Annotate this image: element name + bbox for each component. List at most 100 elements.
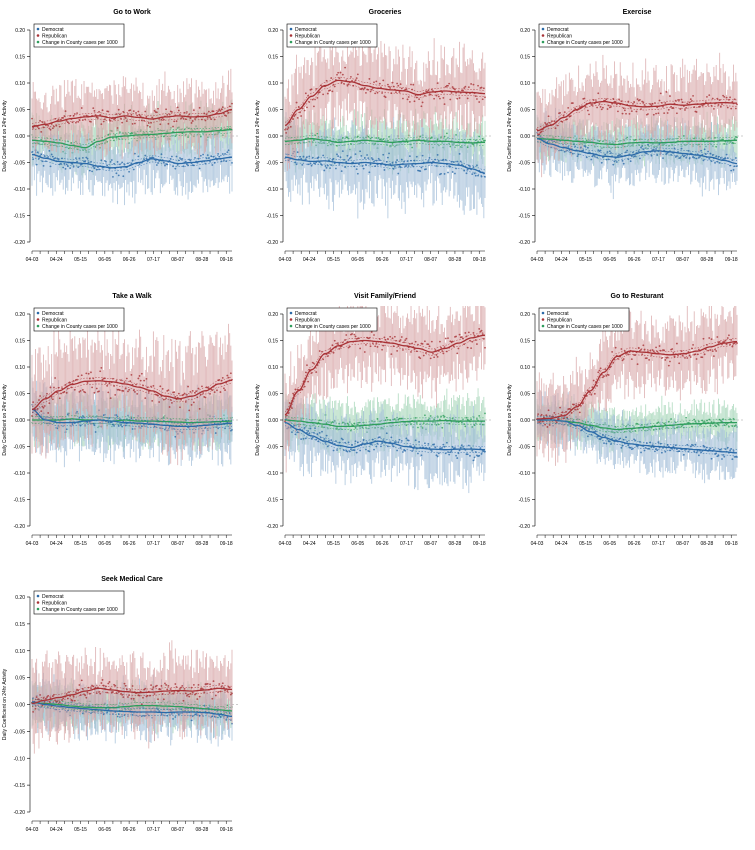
data-point <box>466 97 469 100</box>
data-point <box>115 414 118 416</box>
trend-line-democrat <box>32 153 232 169</box>
data-point <box>614 100 617 103</box>
data-point <box>391 81 394 84</box>
data-point <box>32 126 35 129</box>
legend-label-cases: Change in County cases per 1000 <box>547 40 623 46</box>
data-point <box>72 379 75 382</box>
data-point <box>143 379 146 382</box>
data-point <box>460 421 463 424</box>
data-point <box>57 118 60 121</box>
y-tick-label: -0.20 <box>519 240 531 246</box>
data-point <box>118 113 121 116</box>
y-tick-label: 0.05 <box>268 108 278 114</box>
data-point <box>689 98 692 101</box>
data-point <box>190 404 193 406</box>
data-point <box>669 95 671 97</box>
data-point <box>347 83 350 86</box>
data-point <box>423 414 426 417</box>
series-republican <box>536 52 738 178</box>
data-point <box>32 401 35 404</box>
data-point <box>450 91 453 94</box>
data-point <box>632 151 634 154</box>
y-tick-label: 0.20 <box>268 28 278 34</box>
data-point <box>726 106 729 109</box>
data-point <box>135 383 137 386</box>
data-point <box>122 175 125 178</box>
trend-ci-upper <box>31 405 232 424</box>
chart-panel-4: Take a Walk -0.20 -0.15 -0.10 -0.05 0.00 0.05 0… <box>2 293 240 547</box>
data-point <box>449 145 452 148</box>
data-point <box>684 109 686 111</box>
data-point <box>373 160 375 163</box>
data-point <box>122 110 125 113</box>
trend-ci-upper <box>31 106 233 124</box>
data-point <box>369 163 372 166</box>
data-point <box>455 167 457 170</box>
x-tick-label: 04-03 <box>26 541 39 547</box>
data-point <box>107 421 110 424</box>
y-tick-label: -0.05 <box>14 161 26 167</box>
data-point <box>382 153 385 156</box>
data-point <box>177 109 180 112</box>
data-point <box>478 415 481 417</box>
data-point <box>353 165 356 168</box>
data-point <box>192 401 195 404</box>
data-point <box>139 115 142 118</box>
data-point <box>40 138 43 141</box>
data-point <box>124 387 127 390</box>
y-tick-label: 0.10 <box>15 81 25 87</box>
data-point <box>454 172 456 175</box>
y-tick-label: -0.10 <box>14 471 26 477</box>
data-point <box>449 98 452 101</box>
data-point <box>146 160 149 163</box>
data-point <box>482 87 485 90</box>
data-point <box>580 146 582 149</box>
x-tick-label: 07-17 <box>147 257 160 263</box>
data-point <box>109 119 112 122</box>
x-tick-label: 04-24 <box>303 541 316 547</box>
data-point <box>448 82 451 85</box>
data-point <box>151 399 154 402</box>
data-point <box>167 389 170 392</box>
y-tick-label: 0.00 <box>15 418 25 424</box>
data-point <box>86 157 89 160</box>
data-point <box>60 118 62 121</box>
y-tick-label: -0.05 <box>267 445 279 451</box>
data-point <box>484 139 486 142</box>
data-point <box>363 86 366 89</box>
data-point <box>399 83 402 85</box>
data-point <box>474 95 477 98</box>
legend-box <box>33 23 125 48</box>
y-tick-label: 0.15 <box>268 339 278 345</box>
data-point <box>627 100 630 103</box>
data-point <box>736 165 738 167</box>
data-point <box>61 387 63 390</box>
data-point <box>133 152 136 155</box>
data-point <box>81 156 84 159</box>
data-point <box>427 160 430 162</box>
data-point <box>182 165 185 168</box>
data-point <box>400 158 403 161</box>
data-point <box>397 418 400 421</box>
data-point <box>443 415 446 418</box>
data-point <box>343 158 345 161</box>
data-point <box>118 389 121 392</box>
data-point <box>190 122 193 124</box>
trend-line-cases <box>536 137 738 146</box>
y-tick-label: 0.00 <box>15 134 25 140</box>
trend-line-cases <box>32 418 232 424</box>
data-point <box>209 116 211 119</box>
data-point <box>58 125 61 128</box>
data-point <box>465 172 468 175</box>
data-point <box>480 175 483 178</box>
data-point <box>708 94 711 96</box>
x-tick-label: 09-18 <box>473 541 486 547</box>
data-point <box>334 167 337 170</box>
data-point <box>127 113 129 115</box>
data-point <box>369 90 372 93</box>
data-point <box>362 167 365 170</box>
x-tick-label: 08-07 <box>424 257 437 263</box>
data-point <box>331 90 334 93</box>
data-point <box>652 113 655 116</box>
